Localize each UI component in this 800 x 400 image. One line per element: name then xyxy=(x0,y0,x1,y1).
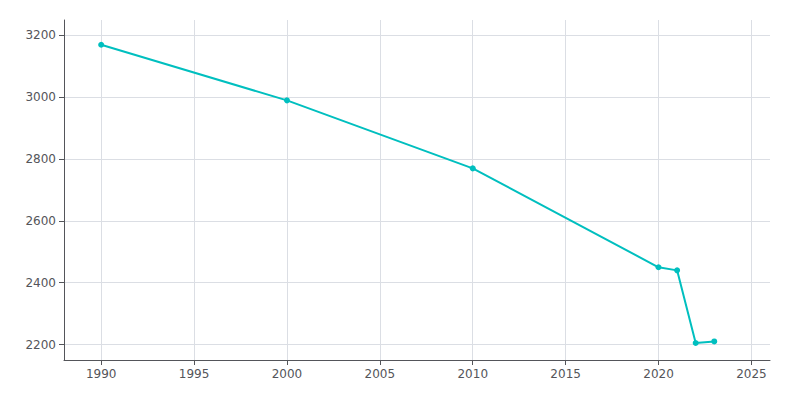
svg-text:2200: 2200 xyxy=(25,338,56,352)
svg-text:2020: 2020 xyxy=(643,367,674,381)
svg-text:2800: 2800 xyxy=(25,152,56,166)
svg-text:2000: 2000 xyxy=(272,367,303,381)
svg-text:3200: 3200 xyxy=(25,28,56,42)
svg-text:2600: 2600 xyxy=(25,214,56,228)
svg-text:2010: 2010 xyxy=(457,367,488,381)
svg-text:3000: 3000 xyxy=(25,90,56,104)
svg-text:1995: 1995 xyxy=(179,367,210,381)
svg-text:2005: 2005 xyxy=(365,367,396,381)
svg-text:2025: 2025 xyxy=(736,367,767,381)
svg-text:1990: 1990 xyxy=(86,367,117,381)
svg-text:2015: 2015 xyxy=(550,367,581,381)
svg-text:2400: 2400 xyxy=(25,276,56,290)
